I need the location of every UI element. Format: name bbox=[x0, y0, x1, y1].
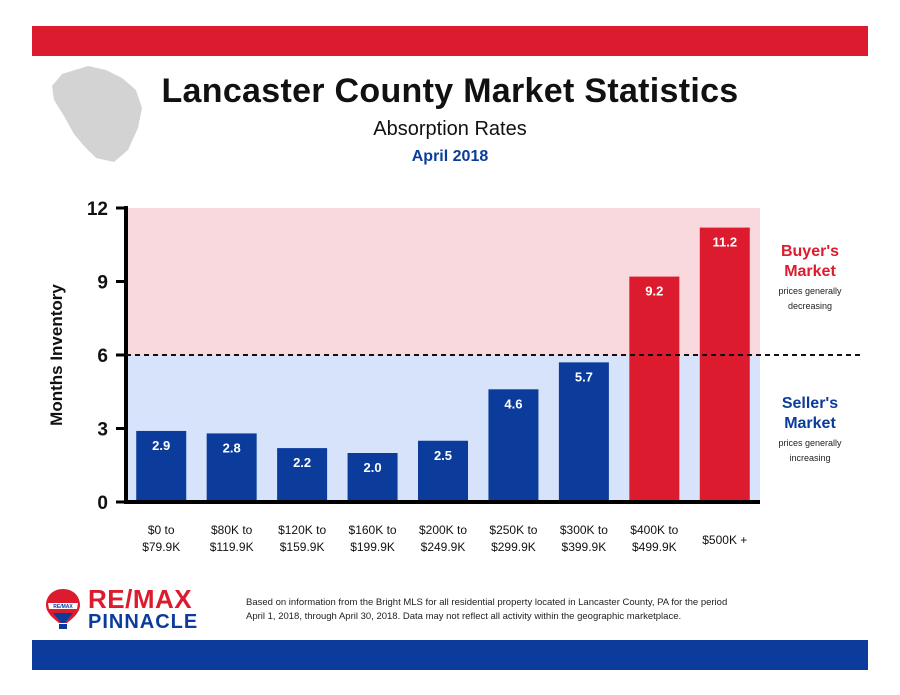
x-tick-label-5-0: $250K to bbox=[489, 523, 537, 537]
bar-value-label-0: 2.9 bbox=[152, 438, 170, 453]
x-tick-label-5-1: $299.9K bbox=[491, 540, 536, 554]
bar-value-label-8: 11.2 bbox=[712, 235, 737, 250]
logo-brand-text: RE/MAX bbox=[88, 584, 193, 614]
page-title: Lancaster County Market Statistics bbox=[161, 72, 739, 110]
bar-5 bbox=[488, 389, 539, 502]
buyers-market-title-2: Market bbox=[784, 263, 836, 280]
bottom-blue-bar bbox=[32, 640, 868, 670]
page-subtitle: Absorption Rates bbox=[373, 118, 527, 140]
county-map-icon bbox=[52, 66, 142, 162]
bar-value-label-6: 5.7 bbox=[575, 369, 593, 384]
bar-4 bbox=[418, 440, 468, 502]
bar-7 bbox=[629, 276, 680, 502]
y-tick-label-2: 6 bbox=[97, 346, 108, 367]
footnote-line-1: Based on information from the Bright MLS… bbox=[246, 597, 728, 608]
x-tick-label-6-0: $300K to bbox=[560, 523, 608, 537]
x-tick-label-1-0: $80K to bbox=[211, 523, 253, 537]
report-date: April 2018 bbox=[411, 148, 489, 165]
x-tick-label-6-1: $399.9K bbox=[562, 540, 607, 554]
remax-pinnacle-logo: RE/MAX RE/MAX PINNACLE bbox=[40, 585, 220, 635]
x-tick-label-7-1: $499.9K bbox=[632, 540, 677, 554]
bar-8 bbox=[699, 227, 750, 502]
sellers-market-title-2: Market bbox=[784, 415, 836, 432]
y-tick-label-0: 0 bbox=[97, 493, 108, 514]
x-tick-label-3-1: $199.9K bbox=[350, 540, 395, 554]
bar-value-label-3: 2.0 bbox=[364, 460, 382, 475]
buyers-market-note-1: prices generally bbox=[778, 286, 842, 296]
x-tick-label-0-0: $0 to bbox=[148, 523, 175, 537]
sellers-market-label: Seller's Market prices generally increas… bbox=[760, 394, 860, 464]
y-axis-label: Months Inventory bbox=[47, 284, 66, 426]
x-tick-label-1-1: $119.9K bbox=[210, 540, 254, 554]
x-tick-label-3-0: $160K to bbox=[349, 523, 397, 537]
y-tick-label-4: 12 bbox=[87, 199, 108, 220]
top-red-bar bbox=[32, 26, 868, 56]
bar-0 bbox=[136, 430, 187, 502]
bar-value-label-1: 2.8 bbox=[223, 440, 241, 455]
remax-balloon-icon: RE/MAX bbox=[46, 589, 80, 629]
bar-value-label-7: 9.2 bbox=[645, 284, 663, 299]
x-tick-label-2-0: $120K to bbox=[278, 523, 326, 537]
absorption-bar-chart: 0 3 6 9 12 Months Inventory 2.9 $0 to $79.9K 2.8 $… bbox=[47, 199, 860, 554]
buyers-market-title-1: Buyer's bbox=[780, 243, 840, 260]
source-footnote: Based on information from the Bright MLS… bbox=[246, 596, 866, 624]
buyers-market-note-2: decreasing bbox=[787, 301, 833, 311]
bar-1 bbox=[206, 433, 257, 502]
x-tick-label-4-0: $200K to bbox=[419, 523, 467, 537]
bar-value-label-2: 2.2 bbox=[293, 455, 311, 470]
balloon-badge-text: RE/MAX bbox=[53, 604, 73, 610]
x-tick-label-0-1: $79.9K bbox=[142, 540, 180, 554]
sellers-market-title-1: Seller's bbox=[781, 395, 839, 412]
y-tick-label-3: 9 bbox=[97, 273, 108, 294]
x-tick-label-7-0: $400K to bbox=[630, 523, 678, 537]
buyers-market-label: Buyer's Market prices generally decreasi… bbox=[760, 242, 860, 312]
x-tick-label-2-1: $159.9K bbox=[280, 540, 325, 554]
logo-sub-text: PINNACLE bbox=[88, 611, 199, 633]
x-tick-label-4-1: $249.9K bbox=[421, 540, 466, 554]
x-tick-label-8-0: $500K + bbox=[702, 533, 747, 547]
bar-2 bbox=[277, 448, 328, 502]
bar-6 bbox=[558, 362, 609, 502]
bar-value-label-5: 4.6 bbox=[504, 396, 522, 411]
sellers-market-note-2: increasing bbox=[789, 453, 831, 463]
sellers-market-note-1: prices generally bbox=[778, 438, 842, 448]
bar-3 bbox=[347, 453, 398, 502]
footnote-line-2: April 1, 2018, through April 30, 2018. D… bbox=[246, 611, 682, 622]
bar-value-label-4: 2.5 bbox=[434, 448, 452, 463]
y-tick-label-1: 3 bbox=[97, 420, 108, 441]
